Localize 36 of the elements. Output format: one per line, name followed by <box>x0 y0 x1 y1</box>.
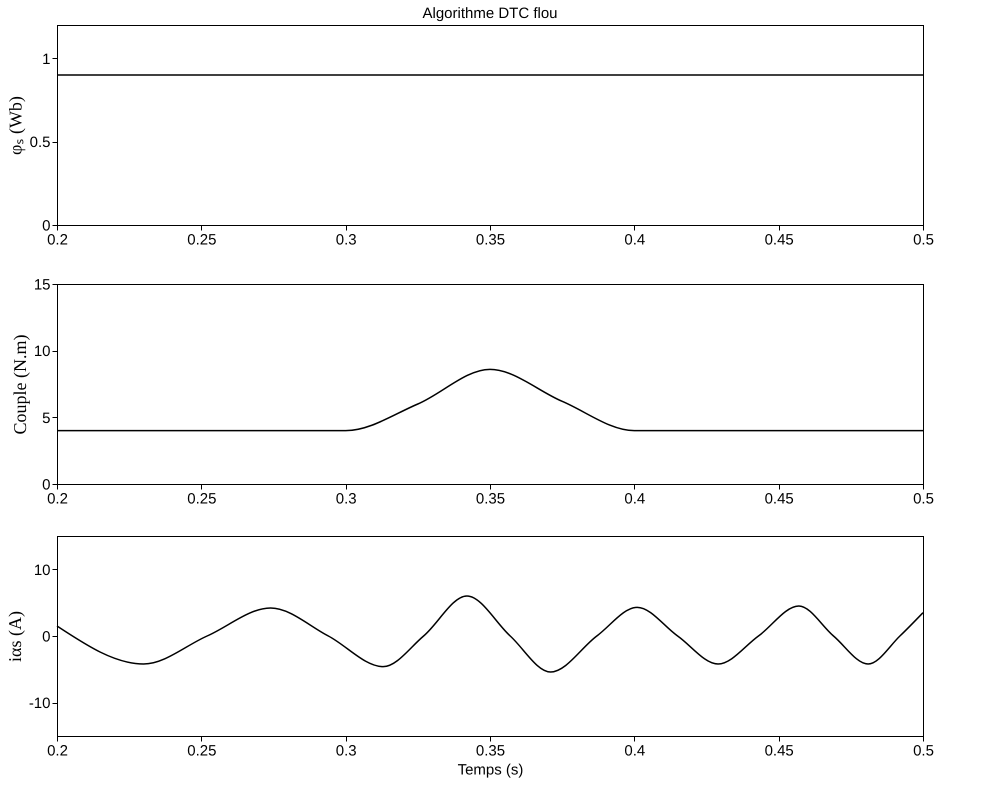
x-tick-label: 0.35 <box>476 490 506 508</box>
x-tick-label: 0.25 <box>187 742 216 760</box>
y-tick-label: 0.5 <box>30 134 50 152</box>
x-tick-label: 0.4 <box>624 490 646 508</box>
x-tick-label: 0.45 <box>764 232 794 248</box>
y-tick-label: 10 <box>34 343 50 360</box>
y-axis-title: φₛ (Wb) <box>6 96 26 155</box>
y-tick-label: 1 <box>42 50 50 68</box>
y-tick-label: 5 <box>42 410 50 427</box>
x-tick-label: 0.5 <box>913 490 934 508</box>
y-tick-label: 0 <box>42 476 50 494</box>
x-tick-label: 0.35 <box>476 742 506 760</box>
y-tick-label: 0 <box>42 218 50 234</box>
y-tick-label: 15 <box>34 276 50 294</box>
x-tick-label: 0.4 <box>624 742 646 760</box>
x-axis-title: Temps (s) <box>458 762 524 778</box>
x-tick-label: 0.4 <box>624 232 646 248</box>
x-tick-label: 0.25 <box>187 232 216 248</box>
x-tick-label: 0.5 <box>913 232 934 248</box>
x-tick-label: 0.2 <box>47 490 68 508</box>
chart-title: Algorithme DTC flou <box>422 5 558 22</box>
x-tick-label: 0.45 <box>764 742 794 760</box>
y-axis-title: iαs (A) <box>4 611 25 662</box>
x-tick-label: 0.2 <box>47 232 68 248</box>
x-tick-label: 0.45 <box>764 490 794 508</box>
x-tick-label: 0.25 <box>187 490 216 508</box>
x-tick-label: 0.3 <box>336 232 357 248</box>
x-tick-label: 0.3 <box>336 742 357 760</box>
y-axis-title: Couple (N.m) <box>10 334 30 434</box>
y-tick-label: 10 <box>34 562 50 579</box>
x-tick-label: 0.5 <box>913 742 934 760</box>
y-tick-label: -10 <box>28 695 50 712</box>
y-tick-label: 0 <box>42 628 50 646</box>
x-tick-label: 0.2 <box>47 742 68 760</box>
x-tick-label: 0.35 <box>476 232 506 248</box>
x-tick-label: 0.3 <box>336 490 357 508</box>
